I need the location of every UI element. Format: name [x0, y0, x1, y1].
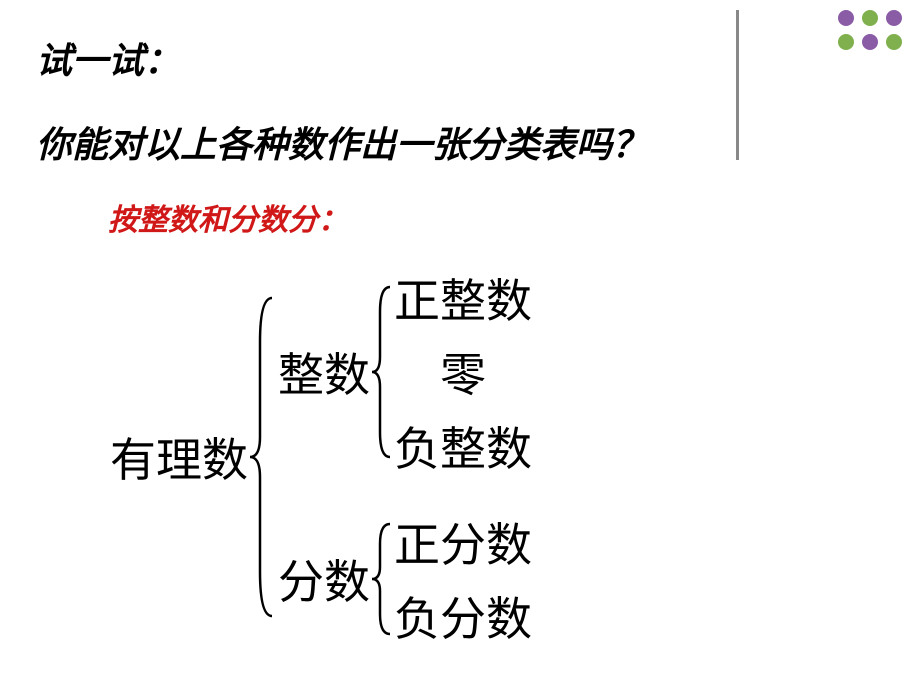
tree-leaf-label: 零	[394, 339, 532, 405]
brace-icon	[248, 292, 278, 622]
dot-icon	[838, 34, 854, 50]
tree-leaf-label: 正分数	[394, 509, 532, 575]
tree-leaf-label: 负分数	[394, 583, 532, 649]
heading-line1: 试一试：	[36, 32, 180, 84]
subheading: 按整数和分数分：	[108, 195, 348, 239]
vertical-divider	[736, 10, 739, 160]
brace-icon	[370, 282, 394, 462]
tree-root-label: 有理数	[110, 424, 248, 490]
dot-icon	[886, 34, 902, 50]
tree-branch-integers: 整数 正整数 零 负整数	[278, 265, 532, 479]
classification-tree: 有理数 整数 正整数 零 负整数 分数	[110, 265, 532, 649]
dot-icon	[886, 10, 902, 26]
tree-branch-fractions: 分数 正分数 负分数	[278, 509, 532, 649]
tree-mid-label: 整数	[278, 339, 370, 405]
tree-mid-label: 分数	[278, 546, 370, 612]
tree-leaf-label: 正整数	[394, 265, 532, 331]
dot-icon	[838, 10, 854, 26]
tree-leaf-label: 负整数	[394, 413, 532, 479]
dot-icon	[862, 10, 878, 26]
corner-decoration	[838, 10, 902, 50]
dot-icon	[862, 34, 878, 50]
brace-icon	[370, 519, 394, 639]
heading-line2: 你能对以上各种数作出一张分类表吗？	[36, 116, 648, 168]
